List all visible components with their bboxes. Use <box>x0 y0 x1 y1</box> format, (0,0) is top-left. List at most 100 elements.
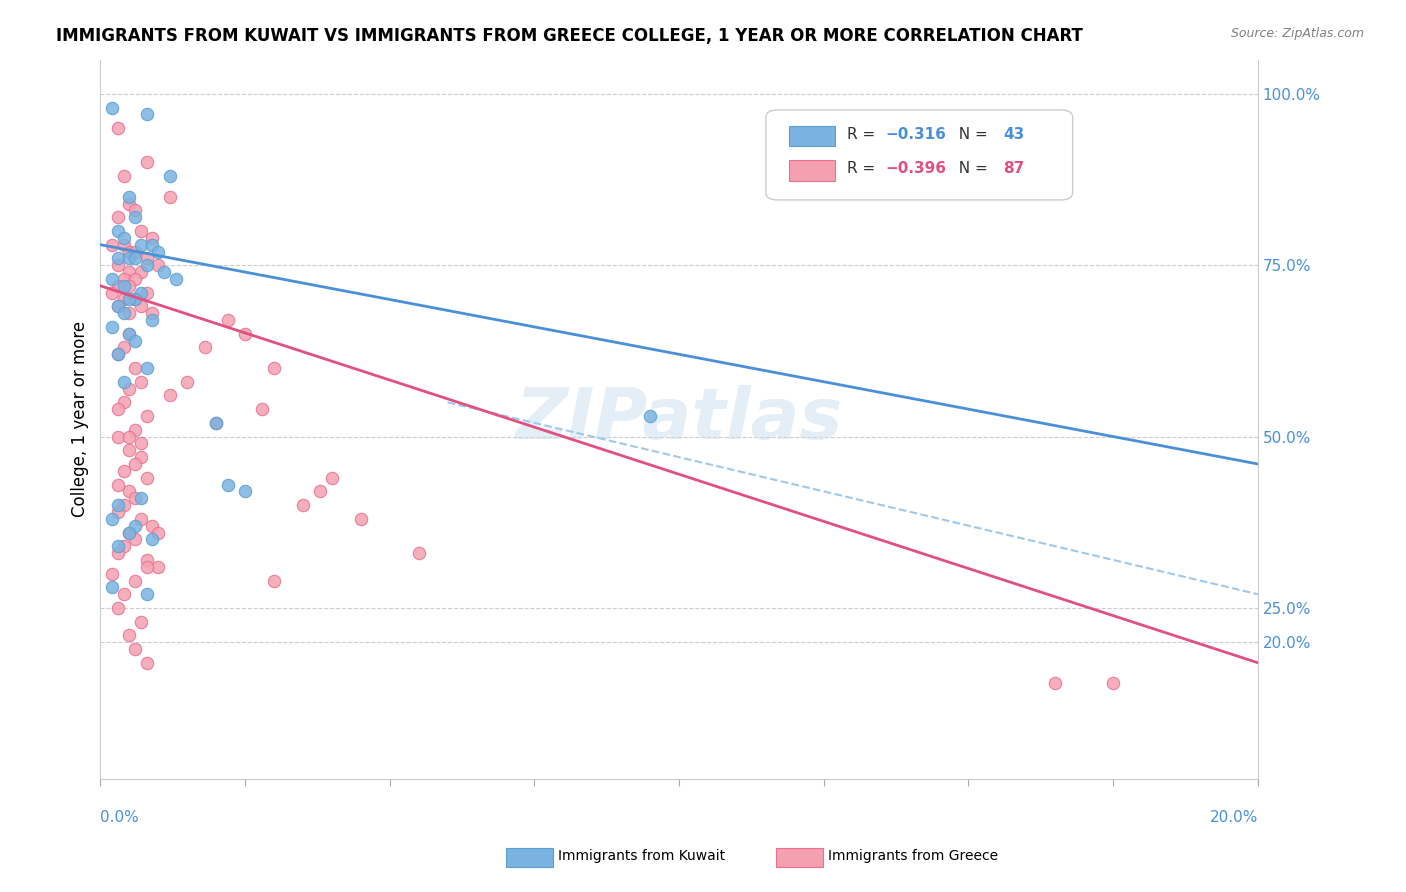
Point <box>107 299 129 313</box>
Point <box>124 361 146 376</box>
Point <box>124 334 146 348</box>
Point <box>135 285 157 300</box>
Point <box>135 656 157 670</box>
Point <box>118 382 141 396</box>
Point <box>101 101 124 115</box>
Point <box>153 265 176 279</box>
Point <box>141 231 163 245</box>
Point <box>107 278 129 293</box>
Point <box>124 491 146 506</box>
Point <box>291 498 314 512</box>
Point <box>129 615 152 629</box>
Point <box>101 237 124 252</box>
Point <box>101 512 124 526</box>
Point <box>107 224 129 238</box>
Point <box>129 265 152 279</box>
Point <box>135 155 157 169</box>
Point <box>141 533 163 547</box>
Point <box>112 293 135 307</box>
Text: N =: N = <box>949 161 993 177</box>
Point <box>118 252 141 266</box>
Point <box>112 169 135 183</box>
Text: R =: R = <box>846 161 880 177</box>
Point <box>148 525 170 540</box>
Point <box>118 265 141 279</box>
Point <box>118 326 141 341</box>
Point <box>124 211 146 225</box>
Point <box>107 299 129 313</box>
Point <box>112 395 135 409</box>
Point <box>107 211 129 225</box>
Point <box>112 539 135 553</box>
Point <box>124 518 146 533</box>
Point <box>135 409 157 423</box>
Text: 87: 87 <box>1004 161 1025 177</box>
Text: −0.396: −0.396 <box>886 161 946 177</box>
Text: Immigrants from Greece: Immigrants from Greece <box>828 849 998 863</box>
Point <box>124 252 146 266</box>
Text: R =: R = <box>846 127 880 142</box>
Point <box>135 559 157 574</box>
Point <box>118 443 141 458</box>
Point <box>135 587 157 601</box>
Point <box>408 546 430 560</box>
Point <box>118 293 141 307</box>
Point <box>107 505 129 519</box>
Point <box>135 553 157 567</box>
Text: Source: ZipAtlas.com: Source: ZipAtlas.com <box>1230 27 1364 40</box>
Point <box>350 512 373 526</box>
Point <box>129 299 152 313</box>
Point <box>129 375 152 389</box>
Point <box>107 539 129 553</box>
Point <box>193 341 215 355</box>
Point <box>107 347 129 361</box>
Point <box>118 429 141 443</box>
Point <box>129 436 152 450</box>
Point <box>263 361 285 376</box>
Text: N =: N = <box>949 127 993 142</box>
Point <box>118 525 141 540</box>
Point <box>638 409 661 423</box>
Point <box>1045 676 1067 690</box>
Point <box>124 293 146 307</box>
Point <box>118 306 141 320</box>
Point <box>124 457 146 471</box>
Point <box>107 477 129 491</box>
Point <box>165 272 187 286</box>
Text: 0.0%: 0.0% <box>100 811 139 825</box>
Point <box>148 559 170 574</box>
Point <box>101 580 124 594</box>
Point <box>129 285 152 300</box>
Point <box>101 319 124 334</box>
Point <box>118 326 141 341</box>
Point <box>118 484 141 499</box>
Point <box>112 464 135 478</box>
Point <box>112 375 135 389</box>
Text: 43: 43 <box>1004 127 1025 142</box>
Point <box>101 272 124 286</box>
Point <box>252 402 274 417</box>
Text: Immigrants from Kuwait: Immigrants from Kuwait <box>558 849 725 863</box>
Point <box>217 477 239 491</box>
Point <box>118 189 141 203</box>
Point <box>205 416 228 430</box>
Point <box>124 533 146 547</box>
Point <box>107 252 129 266</box>
Point <box>118 278 141 293</box>
Point <box>107 601 129 615</box>
FancyBboxPatch shape <box>766 110 1073 200</box>
Point <box>321 471 343 485</box>
Point <box>141 237 163 252</box>
Point <box>107 402 129 417</box>
Point <box>141 313 163 327</box>
Point <box>135 252 157 266</box>
Point <box>124 642 146 657</box>
Point <box>148 244 170 259</box>
Point <box>118 244 141 259</box>
Text: IMMIGRANTS FROM KUWAIT VS IMMIGRANTS FROM GREECE COLLEGE, 1 YEAR OR MORE CORRELA: IMMIGRANTS FROM KUWAIT VS IMMIGRANTS FRO… <box>56 27 1083 45</box>
Point <box>124 423 146 437</box>
Point <box>135 361 157 376</box>
Point <box>129 512 152 526</box>
Point <box>124 244 146 259</box>
Point <box>101 285 124 300</box>
